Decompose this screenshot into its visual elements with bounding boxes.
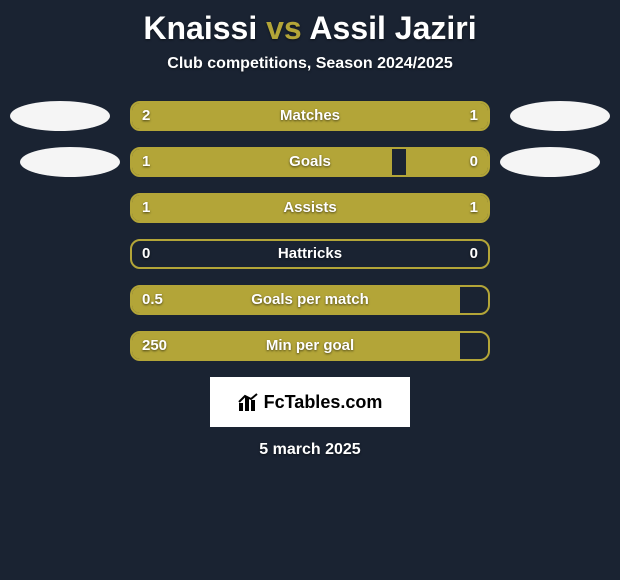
stat-value-right: 1 (470, 195, 478, 221)
date: 5 march 2025 (130, 441, 490, 459)
player2-badge-2 (500, 147, 600, 177)
stat-label: Hattricks (132, 241, 488, 267)
stat-row: 1Goals0 (130, 147, 490, 177)
logo-box: FcTables.com (210, 377, 410, 427)
comparison-card: Knaissi vs Assil Jaziri Club competition… (0, 0, 620, 459)
stats-area: 2Matches11Goals01Assists10Hattricks00.5G… (0, 101, 620, 459)
stat-row: 0.5Goals per match (130, 285, 490, 315)
stat-row: 250Min per goal (130, 331, 490, 361)
stat-label: Goals per match (132, 287, 488, 313)
stat-row: 0Hattricks0 (130, 239, 490, 269)
stat-label: Goals (132, 149, 488, 175)
page-title: Knaissi vs Assil Jaziri (0, 10, 620, 47)
stat-value-right: 1 (470, 103, 478, 129)
stat-value-right: 0 (470, 149, 478, 175)
stat-label: Matches (132, 103, 488, 129)
logo-text: FcTables.com (264, 392, 383, 413)
stat-row: 2Matches1 (130, 101, 490, 131)
logo: FcTables.com (238, 392, 383, 413)
player1-badge-2 (20, 147, 120, 177)
title-player2: Assil Jaziri (309, 10, 476, 46)
bar-chart-icon (238, 393, 260, 411)
subtitle: Club competitions, Season 2024/2025 (0, 55, 620, 73)
stat-label: Min per goal (132, 333, 488, 359)
stat-label: Assists (132, 195, 488, 221)
stat-row: 1Assists1 (130, 193, 490, 223)
player1-badge-1 (10, 101, 110, 131)
title-vs: vs (266, 10, 302, 46)
title-player1: Knaissi (143, 10, 257, 46)
stat-value-right: 0 (470, 241, 478, 267)
player2-badge-1 (510, 101, 610, 131)
